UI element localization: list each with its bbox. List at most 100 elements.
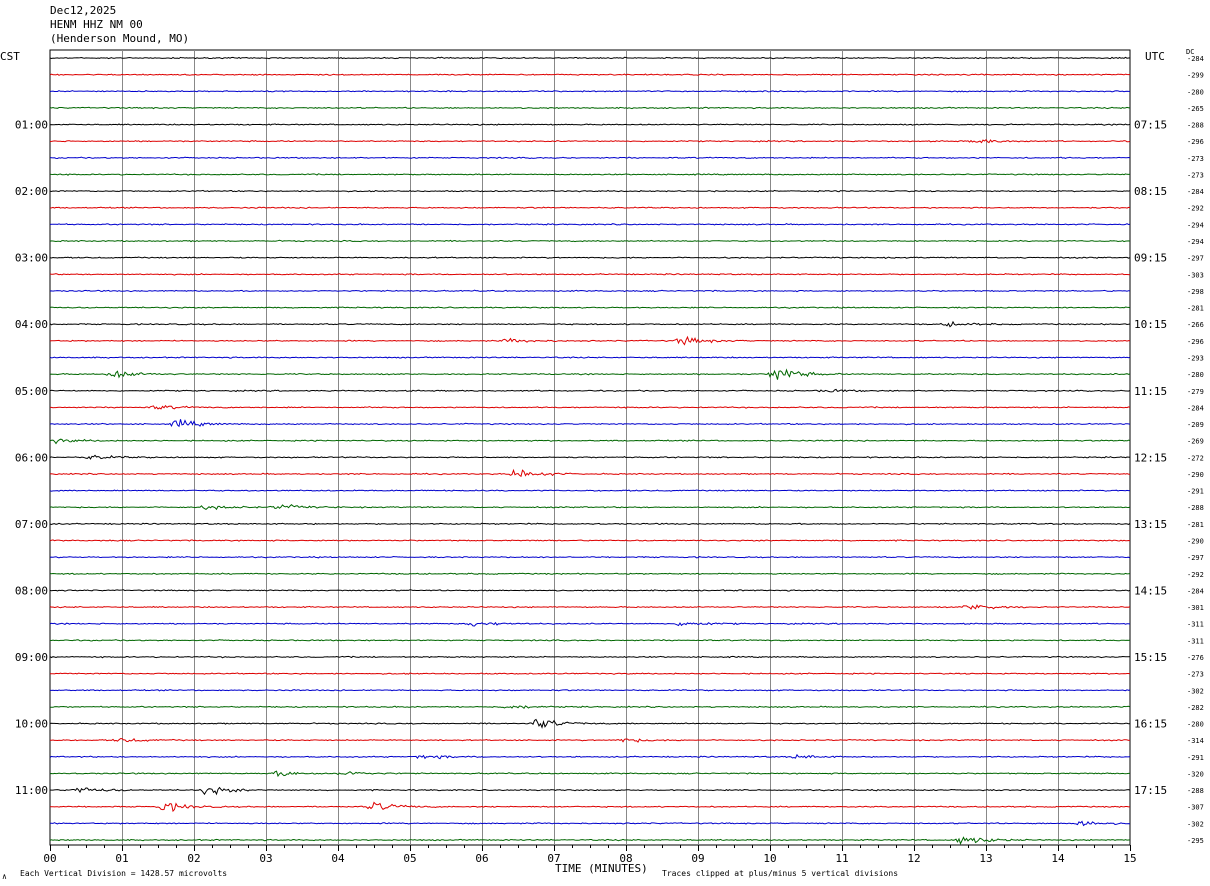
trace-line — [49, 256, 1131, 259]
trace-line — [50, 689, 1131, 692]
x-tick-label: 08 — [619, 852, 632, 865]
trace-line — [49, 438, 1131, 445]
dc-offset-label: -288 — [1187, 787, 1204, 795]
trace-line — [49, 770, 1130, 778]
trace-line — [49, 156, 1131, 160]
axis-labels: 00 01 02 03 04 05 06 07 08 09 10 11 12 13 14 15 -284 -299… — [15, 55, 1204, 865]
dc-offset-label: -265 — [1187, 105, 1204, 113]
trace-line — [49, 206, 1131, 209]
trace-line — [49, 753, 1131, 760]
dc-offset-label: -281 — [1187, 305, 1204, 313]
location-label: (Henderson Mound, MO) — [50, 32, 190, 45]
trace-line — [49, 90, 1130, 93]
dc-offset-label: -296 — [1187, 138, 1204, 146]
right-hour-label: 11:15 — [1134, 385, 1167, 398]
x-tick-label: 02 — [187, 852, 200, 865]
corner-mark: ∧ — [2, 872, 7, 881]
dc-offset-label: -209 — [1187, 421, 1204, 429]
x-tick-label: 01 — [115, 852, 128, 865]
right-hour-label: 15:15 — [1134, 651, 1167, 664]
x-tick-label: 09 — [691, 852, 704, 865]
trace-line — [50, 820, 1131, 827]
dc-offset-label: -292 — [1187, 571, 1204, 579]
x-tick-label: 10 — [763, 852, 776, 865]
dc-offset-label: -295 — [1187, 837, 1204, 845]
dc-offset-label: -294 — [1187, 221, 1204, 229]
trace-line — [49, 504, 1131, 511]
plot-grid — [49, 49, 1131, 851]
trace-line — [49, 489, 1130, 492]
trace-line — [49, 589, 1131, 592]
left-hour-label: 03:00 — [15, 252, 48, 265]
dc-offset-label: -266 — [1187, 321, 1204, 329]
left-hour-label: 04:00 — [15, 318, 48, 331]
trace-line — [50, 404, 1131, 410]
x-tick-label: 11 — [835, 852, 848, 865]
dc-offset-label: -311 — [1187, 621, 1204, 629]
dc-offset-label: -290 — [1187, 538, 1204, 546]
dc-offset-label: -288 — [1187, 122, 1204, 130]
dc-offset-label: -284 — [1187, 55, 1204, 63]
trace-line — [49, 138, 1131, 144]
trace-line — [49, 572, 1131, 576]
trace-line — [49, 621, 1131, 627]
dc-offset-label: -281 — [1187, 521, 1204, 529]
dc-offset-label: -301 — [1187, 604, 1204, 612]
dc-offset-label: -273 — [1187, 155, 1204, 163]
dc-offset-label: -299 — [1187, 72, 1204, 80]
dc-offset-label: -297 — [1187, 255, 1204, 263]
dc-offset-label: -294 — [1187, 238, 1204, 246]
left-hour-label: 06:00 — [15, 451, 48, 464]
dc-offset-label: -290 — [1187, 471, 1204, 479]
dc-offset-label: -293 — [1187, 354, 1204, 362]
dc-offset-label: -269 — [1187, 438, 1204, 446]
trace-line — [49, 454, 1131, 460]
trace-line — [49, 73, 1131, 76]
trace-line — [49, 56, 1131, 60]
left-hour-label: 05:00 — [15, 385, 48, 398]
trace-line — [49, 273, 1131, 276]
dc-offset-header: DC — [1186, 48, 1195, 56]
trace-line — [49, 223, 1131, 226]
trace-line — [49, 335, 1131, 346]
right-hour-label: 12:15 — [1134, 451, 1167, 464]
x-tick-label: 05 — [403, 852, 416, 865]
dc-offset-label: -291 — [1187, 754, 1204, 762]
trace-line — [49, 306, 1131, 309]
trace-group — [49, 56, 1131, 845]
dc-offset-label: -298 — [1187, 288, 1204, 296]
dc-offset-label: -280 — [1187, 721, 1204, 729]
trace-line — [49, 289, 1131, 293]
trace-line — [49, 189, 1131, 193]
plot-frame — [49, 49, 1131, 846]
date-label: Dec12,2025 — [50, 4, 117, 17]
scale-note: Each Vertical Division = 1428.57 microvo… — [20, 869, 228, 878]
right-hour-label: 10:15 — [1134, 318, 1167, 331]
trace-line — [49, 539, 1131, 542]
x-tick-label: 13 — [979, 852, 992, 865]
trace-line — [49, 738, 1131, 743]
dc-offset-label: -280 — [1187, 88, 1204, 96]
right-hour-label: 08:15 — [1134, 185, 1167, 198]
trace-line — [49, 705, 1131, 710]
x-tick-label: 00 — [43, 852, 56, 865]
dc-offset-label: -311 — [1187, 637, 1204, 645]
trace-line — [49, 522, 1131, 526]
right-hour-label: 16:15 — [1134, 718, 1167, 731]
dc-offset-label: -302 — [1187, 687, 1204, 695]
trace-line — [49, 239, 1131, 243]
trace-line — [49, 718, 1131, 729]
left-hour-label: 08:00 — [15, 584, 48, 597]
x-tick-label: 04 — [331, 852, 345, 865]
trace-line — [49, 419, 1131, 428]
dc-offset-label: -314 — [1187, 737, 1204, 745]
dc-offset-label: -288 — [1187, 504, 1204, 512]
dc-offset-label: -296 — [1187, 338, 1204, 346]
x-tick-label: 06 — [475, 852, 488, 865]
left-hour-label: 07:00 — [15, 518, 48, 531]
trace-line — [49, 801, 1131, 813]
dc-offset-label: -297 — [1187, 554, 1204, 562]
trace-line — [49, 173, 1131, 176]
left-hour-label: 01:00 — [15, 119, 48, 132]
dc-offset-label: -302 — [1187, 820, 1204, 828]
